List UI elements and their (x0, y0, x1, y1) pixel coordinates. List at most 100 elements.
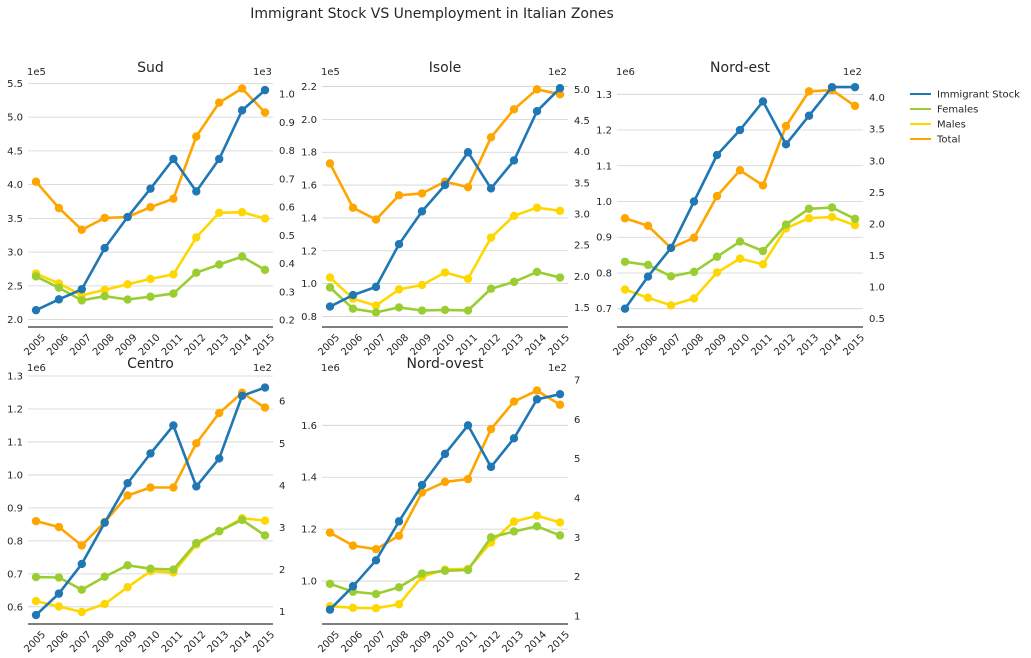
data-point (758, 97, 768, 106)
left-tick-label: 1.3 (7, 372, 23, 383)
data-point (620, 214, 630, 223)
legend-entry: Total (910, 135, 960, 146)
data-point (827, 203, 837, 212)
left-axis-offset: 1e6 (27, 363, 46, 374)
series-total (325, 85, 565, 224)
x-tick-label: 2008 (680, 332, 706, 358)
data-point (146, 184, 155, 193)
left-tick-label: 1.6 (301, 421, 317, 432)
x-tick-label: 2015 (546, 629, 572, 655)
data-point (532, 386, 542, 395)
left-tick-label: 3.5 (7, 214, 23, 225)
data-point (417, 480, 427, 490)
data-point (689, 267, 699, 277)
data-point (417, 280, 427, 290)
series-males (325, 511, 565, 613)
series-line (623, 85, 855, 310)
data-point (146, 274, 155, 284)
data-point (509, 434, 519, 443)
data-point (486, 184, 496, 193)
left-tick-label: 0.6 (7, 602, 23, 613)
data-point (463, 274, 473, 283)
data-point (348, 304, 358, 313)
x-tick-label: 2014 (523, 629, 549, 655)
right-axis-offset: 1e2 (253, 363, 272, 374)
x-tick-label: 2006 (339, 629, 365, 655)
data-point (394, 191, 404, 200)
data-point (850, 214, 860, 224)
x-tick-label: 2012 (477, 629, 503, 655)
data-point (620, 257, 630, 266)
data-point (260, 214, 270, 223)
x-tick-label: 2005 (611, 332, 637, 358)
data-point (215, 527, 224, 536)
data-point (394, 531, 404, 540)
data-point (555, 90, 565, 99)
data-point (532, 522, 542, 531)
x-tick-label: 2009 (703, 332, 729, 358)
data-point (348, 203, 358, 212)
data-point (77, 296, 87, 305)
x-tick-label: 2008 (91, 629, 117, 655)
right-tick-label: 0.4 (279, 259, 295, 270)
data-point (371, 308, 381, 317)
right-tick-label: 2 (279, 565, 285, 576)
data-point (100, 599, 109, 609)
data-point (123, 478, 132, 488)
x-tick-label: 2010 (137, 332, 163, 358)
data-point (804, 204, 814, 213)
data-point (325, 159, 335, 168)
x-tick-label: 2012 (772, 332, 798, 358)
data-point (371, 544, 381, 554)
data-point (666, 272, 676, 281)
data-point (54, 522, 64, 532)
data-point (237, 208, 247, 217)
legend-label: Immigrant Stock (937, 90, 1020, 101)
series-females (31, 252, 270, 305)
right-tick-label: 4 (574, 494, 580, 505)
x-tick-label: 2014 (228, 629, 254, 655)
data-point (394, 285, 404, 294)
data-point (555, 84, 565, 93)
x-tick-label: 2015 (251, 332, 277, 358)
x-tick-label: 2015 (546, 332, 572, 358)
data-point (509, 397, 519, 406)
data-point (486, 133, 496, 142)
right-tick-label: 1.0 (279, 90, 295, 101)
left-tick-label: 1.2 (7, 404, 23, 415)
x-tick-label: 2014 (228, 332, 254, 358)
data-point (237, 252, 247, 261)
data-point (509, 277, 519, 287)
series-females (620, 203, 860, 281)
data-point (440, 449, 450, 459)
data-point (260, 383, 270, 392)
data-point (54, 589, 64, 598)
right-tick-label: 2.5 (869, 188, 885, 199)
data-point (440, 566, 450, 576)
data-point (325, 579, 335, 588)
right-tick-label: 0.9 (279, 118, 295, 129)
data-point (486, 462, 496, 472)
series-females (31, 515, 270, 594)
data-point (371, 556, 381, 565)
data-point (192, 268, 201, 277)
data-point (146, 292, 155, 301)
panel-title: Nord-ovest (407, 356, 485, 372)
panel-title: Centro (127, 356, 174, 372)
x-tick-label: 2013 (205, 332, 231, 358)
data-point (123, 212, 132, 222)
data-point (371, 215, 381, 224)
data-point (486, 533, 496, 542)
left-tick-label: 2.5 (7, 281, 23, 292)
data-point (77, 225, 87, 234)
data-point (712, 268, 722, 277)
left-tick-label: 1.4 (301, 213, 317, 224)
data-point (169, 194, 178, 203)
data-point (804, 87, 814, 96)
data-point (215, 154, 224, 164)
series-line (35, 391, 266, 547)
data-point (54, 602, 64, 611)
chart-panel-centro: 0.6 0.7 0.8 0.9 1.0 1.1 1.2 1.3 1 2 3 4 5 6 1e6 1e2 Cent… (7, 356, 285, 655)
data-point (260, 108, 270, 117)
